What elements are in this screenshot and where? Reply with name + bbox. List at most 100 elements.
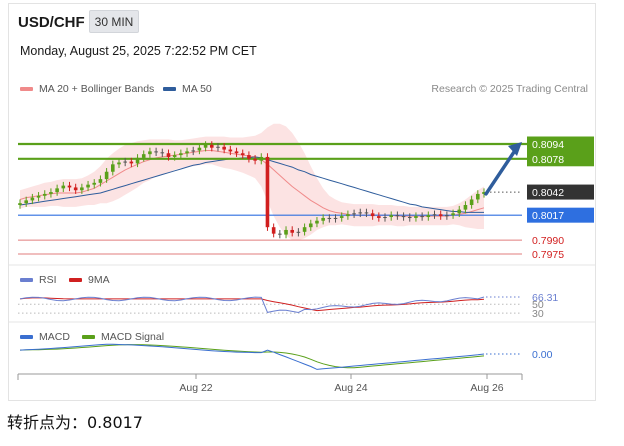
chart-datetime: Monday, August 25, 2025 7:22:52 PM CET [20,44,257,58]
ma20-swatch [20,87,33,92]
candle-body [86,184,90,188]
pivot-footer: 转折点为：0.8017 [7,413,143,432]
rsi-level-label: 50 [532,299,544,311]
level-tag-target [527,136,594,152]
candle-body [469,199,474,206]
candle-body [370,213,375,217]
level-tag-pivot [527,207,594,223]
candle-body [222,146,226,150]
candle-body [104,171,109,180]
macd-swatch [20,335,33,340]
candle-body [154,151,158,153]
candle-body [253,158,257,161]
candle-body [92,182,97,185]
bollinger-band [20,123,484,241]
candle-body [401,216,406,218]
candle-body [339,216,344,218]
candle-body [377,216,381,218]
candle-body [61,185,66,189]
level-label-support: 0.7975 [532,249,564,261]
candle-body [302,227,307,232]
candle-body [141,154,146,158]
x-tick-label: Aug 24 [334,382,367,394]
rsi-line [19,296,485,314]
level-label-current: 0.8042 [532,187,564,199]
candle-body [197,147,202,151]
candle-body [278,233,282,235]
candle-body [111,164,115,172]
candle-body [463,205,468,210]
candle-body [160,152,165,154]
legend-ma20: MA 20 + Bollinger Bands [20,83,154,95]
ma20-line [19,150,485,217]
legend-macd: MACD [20,331,70,343]
candle-body [284,229,288,235]
candle-body [321,217,325,221]
candle-body [364,212,369,214]
level-tag-current [527,184,594,200]
candle-body [49,192,53,194]
candle-body [166,153,171,157]
candle-body [234,151,239,154]
legend-macd-label: MACD [39,331,70,343]
candle-body [129,161,134,164]
candle-body [333,217,338,219]
candle-body [30,197,35,201]
legend-ma20-label: MA 20 + Bollinger Bands [39,83,155,95]
candle-body [389,215,393,218]
candle-body [327,217,332,219]
legend-rsi-label: RSI [39,274,57,286]
level-label-target: 0.8078 [532,154,564,166]
legend-rsi: RSI [20,274,57,286]
macd-signal-line [19,344,485,369]
macd-current-label: 0.00 [532,349,553,361]
timeframe-badge[interactable]: 30 MIN [89,10,139,33]
rsi-current-label: 66.31 [532,292,558,304]
legend-macd-signal-label: MACD Signal [101,331,165,343]
candle-body [451,213,455,216]
candle-body [185,151,189,154]
rsi-swatch [20,278,33,283]
candle-body [265,156,270,228]
research-credit: Research © 2025 Trading Central [431,83,588,95]
ma50-line [19,156,484,213]
macd-signal-swatch [82,335,95,340]
candle-body [67,185,72,188]
candle-body [36,195,41,198]
candle-body [290,229,295,233]
forecast-arrow-head [508,142,522,156]
level-label-support: 0.7990 [532,235,564,247]
candle-body [346,214,350,217]
x-tick-label: Aug 22 [179,382,212,394]
candle-body [432,214,437,216]
level-tag-target [527,151,594,167]
symbol-title: USD/CHF [18,14,85,31]
candle-body [395,215,400,217]
candle-body [420,216,424,218]
legend-rsi-ma-label: 9MA [88,274,110,286]
candle-body [42,193,47,196]
candle-body [55,188,59,193]
candle-body [24,200,28,204]
candle-body [240,153,245,156]
x-tick-label: Aug 26 [470,382,503,394]
candle-body [203,144,208,148]
candle-body [135,157,140,164]
candle-body [191,150,196,152]
candle-body [228,149,233,152]
candle-body [247,155,251,159]
legend-rsi-ma: 9MA [69,274,110,286]
candle-body [172,155,177,157]
candle-body [482,192,486,194]
forecast-arrow-shaft [484,147,518,196]
candle-body [445,215,449,217]
rsi-ma-line [19,297,485,312]
candle-body [98,179,103,183]
candle-body [271,227,276,234]
macd-line [19,343,485,370]
level-label-target: 0.8094 [532,139,564,151]
candle-body [259,156,264,161]
candle-body [80,187,84,191]
candle-body [296,231,301,233]
candle-body [352,213,356,215]
